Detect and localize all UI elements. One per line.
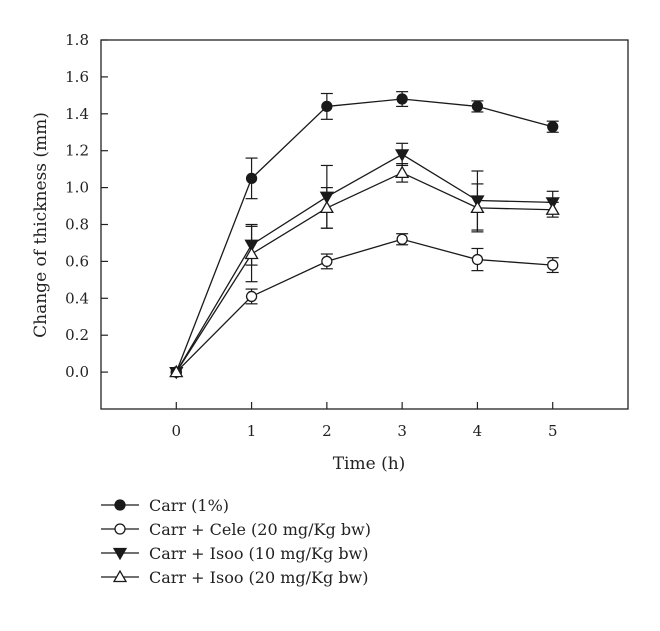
legend-label: Carr + Isoo (20 mg/Kg bw): [149, 568, 369, 587]
y-tick-label: 1.6: [65, 68, 89, 86]
data-point: [244, 246, 259, 260]
data-point: [245, 290, 258, 303]
data-point: [396, 93, 408, 105]
y-axis-ticks: 0.0 0.2 0.4 0.6 0.8 1.0 1.2 1.4 1.6 1.8: [65, 31, 108, 381]
y-tick-label: 1.4: [65, 105, 89, 123]
series-line: [175, 98, 553, 373]
x-tick-label: 0: [172, 422, 182, 440]
series-1: [170, 91, 559, 378]
plot-frame: [100, 39, 629, 410]
legend-item: Carr + Cele (20 mg/Kg bw): [101, 520, 371, 539]
series-line: [175, 238, 553, 373]
x-tick-label: 2: [322, 422, 332, 440]
data-point: [545, 202, 560, 215]
series-2: [170, 233, 559, 378]
y-tick-label: 1.2: [65, 142, 89, 160]
x-axis-label: Time (h): [333, 454, 406, 474]
series-layer: [169, 91, 560, 380]
data-point: [245, 172, 258, 185]
x-tick-label: 5: [548, 422, 558, 440]
legend-item: Carr + Isoo (10 mg/Kg bw): [101, 544, 369, 563]
data-point: [319, 200, 334, 214]
y-tick-label: 0.0: [65, 363, 89, 381]
y-tick-label: 1.0: [65, 179, 89, 197]
x-tick-label: 1: [247, 422, 257, 440]
legend-marker: [112, 569, 128, 583]
series-line: [175, 153, 553, 373]
data-point: [471, 253, 484, 266]
data-point: [396, 233, 408, 245]
legend-item: Carr + Isoo (20 mg/Kg bw): [101, 568, 369, 587]
series-4: [169, 163, 560, 378]
series-line: [175, 172, 553, 373]
data-point: [395, 165, 410, 178]
data-point: [395, 149, 410, 162]
y-tick-label: 0.2: [65, 326, 89, 344]
x-axis-ticks: 0 1 2 3 4 5: [172, 402, 558, 440]
data-point: [470, 200, 485, 214]
legend-item: Carr (1%): [101, 496, 229, 515]
legend: Carr (1%) Carr + Cele (20 mg/Kg bw) Carr +…: [101, 496, 371, 587]
legend-marker: [112, 547, 128, 561]
data-point: [169, 364, 184, 378]
x-tick-label: 3: [397, 422, 407, 440]
x-tick-label: 4: [473, 422, 483, 440]
legend-marker: [114, 523, 126, 535]
y-tick-label: 1.8: [65, 31, 89, 49]
y-tick-label: 0.8: [65, 216, 89, 234]
data-point: [547, 121, 559, 133]
y-axis-label: Change of thickness (mm): [31, 112, 51, 338]
y-tick-label: 0.4: [65, 289, 89, 307]
data-point: [321, 100, 333, 113]
legend-label: Carr + Cele (20 mg/Kg bw): [149, 520, 371, 539]
data-point: [547, 259, 559, 271]
data-point: [471, 100, 484, 113]
data-point: [321, 255, 333, 268]
legend-marker: [114, 499, 126, 511]
legend-label: Carr (1%): [149, 496, 229, 515]
legend-label: Carr + Isoo (10 mg/Kg bw): [149, 544, 369, 563]
y-tick-label: 0.6: [65, 252, 89, 270]
